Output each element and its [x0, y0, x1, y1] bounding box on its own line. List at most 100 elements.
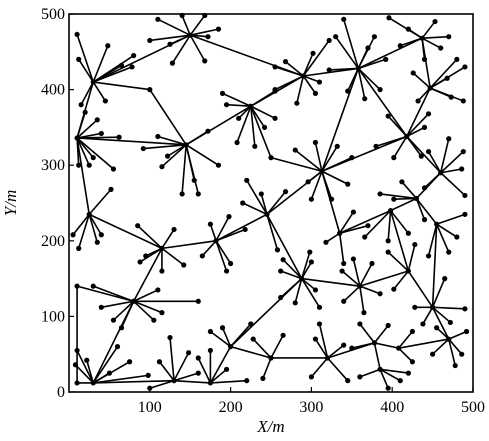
- x-tick-label: 200: [219, 399, 243, 416]
- backbone-link: [189, 14, 206, 36]
- sensor-node: [326, 67, 332, 73]
- member-link: [169, 34, 191, 46]
- x-axis-ticks: 100 200 300 400 500: [138, 387, 485, 416]
- sensor-node: [316, 79, 323, 85]
- member-link: [92, 374, 149, 384]
- member-link: [181, 14, 191, 36]
- member-link: [221, 326, 232, 348]
- sensor-node: [369, 260, 375, 267]
- sensor-node: [110, 317, 117, 323]
- member-link: [334, 35, 360, 70]
- backbone-link: [149, 88, 187, 146]
- sensor-node: [207, 221, 213, 227]
- cluster-head-node: [159, 245, 165, 251]
- member-link: [393, 135, 408, 159]
- sensor-node: [260, 375, 266, 381]
- member-link: [363, 209, 392, 238]
- backbone-link: [431, 306, 450, 340]
- member-link: [171, 34, 191, 64]
- sensor-node: [98, 130, 104, 137]
- sensor-node: [82, 109, 88, 115]
- sensor-node: [361, 310, 367, 316]
- member-link: [149, 379, 175, 390]
- member-link: [132, 300, 155, 321]
- backbone-link: [92, 379, 175, 384]
- member-link: [435, 223, 450, 253]
- sensor-node: [215, 162, 222, 168]
- sensor-node: [386, 15, 392, 21]
- sensor-node: [397, 43, 403, 49]
- member-link: [76, 136, 120, 139]
- sensor-node: [74, 347, 80, 354]
- sensor-node: [106, 370, 112, 376]
- backbone-link: [405, 87, 431, 138]
- member-link: [120, 300, 135, 329]
- sensor-node: [292, 300, 298, 306]
- links-layer: [72, 14, 468, 390]
- member-link: [439, 137, 450, 174]
- member-link: [173, 372, 200, 382]
- sensor-node: [280, 332, 286, 338]
- member-link: [310, 357, 329, 378]
- member-link: [302, 52, 314, 77]
- cluster-head-node: [371, 340, 378, 346]
- member-link: [439, 150, 465, 174]
- member-link: [88, 188, 112, 216]
- member-link: [421, 37, 426, 61]
- member-link: [341, 270, 361, 287]
- backbone-link: [389, 209, 410, 272]
- member-link: [447, 330, 468, 340]
- member-link: [431, 338, 450, 356]
- backbone-link: [359, 270, 410, 287]
- member-link: [197, 357, 212, 384]
- cluster-head-node: [430, 304, 436, 310]
- member-link: [274, 66, 305, 77]
- sensor-node: [116, 134, 122, 140]
- member-link: [149, 34, 191, 42]
- sensor-node: [383, 56, 389, 62]
- member-link: [92, 345, 119, 384]
- sensor-node: [430, 351, 436, 357]
- sensor-node: [131, 52, 137, 59]
- member-link: [250, 90, 276, 108]
- member-link: [76, 349, 95, 384]
- x-tick-label: 400: [380, 399, 404, 416]
- member-link: [325, 232, 341, 244]
- sensor-node: [280, 257, 286, 263]
- sensor-node: [385, 113, 391, 119]
- member-link: [431, 306, 452, 324]
- sensor-node: [308, 196, 314, 202]
- member-link: [282, 258, 303, 280]
- member-link: [302, 39, 330, 77]
- sensor-node: [223, 366, 230, 372]
- cluster-head-node: [355, 65, 361, 72]
- backbone-link: [76, 137, 187, 146]
- member-link: [76, 137, 115, 170]
- member-link: [237, 105, 252, 120]
- sensor-node: [167, 41, 173, 47]
- y-tick-label: 300: [41, 157, 65, 174]
- member-link: [76, 119, 99, 139]
- member-link: [209, 330, 232, 348]
- sensor-node: [421, 124, 428, 130]
- sensor-node: [438, 45, 444, 51]
- sensor-node: [412, 304, 418, 310]
- backbone-link: [397, 338, 450, 349]
- sensor-node: [362, 234, 368, 240]
- sensor-node: [462, 306, 468, 312]
- sensor-node: [345, 88, 351, 94]
- cluster-head-node: [434, 221, 440, 227]
- x-tick-label: 100: [138, 399, 162, 416]
- sensor-node: [341, 342, 347, 348]
- cluster-head-node: [90, 79, 96, 85]
- member-link: [314, 338, 329, 359]
- member-link: [321, 156, 353, 173]
- sensor-node: [350, 209, 357, 215]
- member-link: [132, 300, 163, 314]
- member-link: [439, 171, 466, 197]
- backbone-link: [76, 285, 135, 303]
- cluster-head-node: [207, 380, 213, 386]
- sensor-node: [205, 34, 211, 40]
- member-link: [338, 232, 345, 265]
- sensor-node: [377, 87, 383, 93]
